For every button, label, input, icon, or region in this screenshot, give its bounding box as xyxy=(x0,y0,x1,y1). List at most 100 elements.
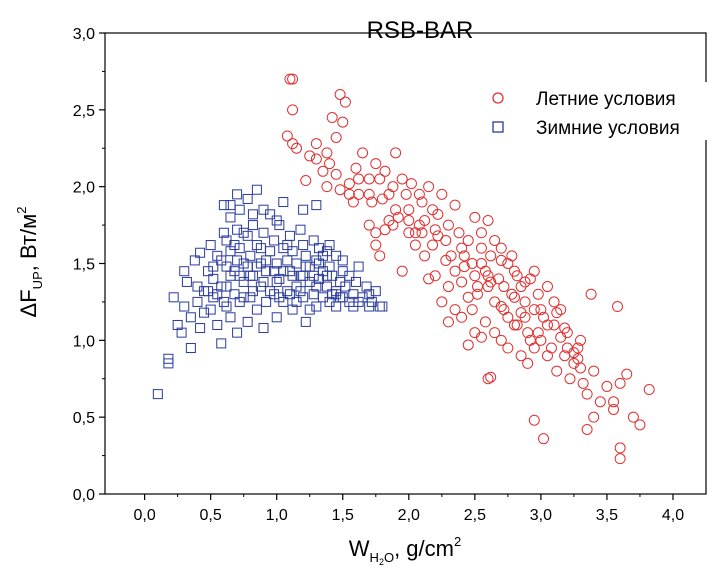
data-point xyxy=(519,311,531,323)
data-point xyxy=(331,289,342,300)
data-point xyxy=(311,200,322,211)
data-point xyxy=(511,270,523,282)
data-point xyxy=(502,342,514,354)
data-point xyxy=(308,270,319,281)
data-point xyxy=(363,219,375,231)
data-point xyxy=(218,200,229,211)
data-point xyxy=(489,234,501,246)
data-point xyxy=(535,334,547,346)
data-point xyxy=(208,273,219,284)
data-point xyxy=(489,327,501,339)
data-point xyxy=(482,214,494,226)
data-point xyxy=(350,162,362,174)
data-point xyxy=(442,316,454,328)
data-point xyxy=(238,276,249,287)
data-point xyxy=(548,296,560,308)
data-point xyxy=(577,377,589,389)
data-point xyxy=(298,240,309,251)
data-point xyxy=(594,396,606,408)
data-point xyxy=(456,242,468,254)
y-axis-title-sub: UP xyxy=(30,271,45,289)
data-point xyxy=(440,254,452,266)
data-point xyxy=(493,273,505,285)
data-point xyxy=(271,215,282,226)
data-point xyxy=(522,357,534,369)
data-point xyxy=(261,296,272,307)
data-point xyxy=(238,227,249,238)
data-point xyxy=(627,411,639,423)
axis-ticks: 0,0 0,5 1,0 1,5 2,0 2,5 3,0 3,5 4,0 0,0 0,5 1,0 1,5 2… xyxy=(73,26,684,524)
data-point xyxy=(614,442,626,454)
data-point xyxy=(555,331,567,343)
data-point xyxy=(216,338,227,349)
data-point xyxy=(179,266,190,277)
data-point xyxy=(326,112,338,124)
data-point xyxy=(449,304,461,316)
data-point xyxy=(343,188,355,200)
data-point xyxy=(291,296,302,307)
data-point xyxy=(350,276,361,287)
series-summer xyxy=(281,73,655,465)
data-point xyxy=(374,250,386,262)
data-point xyxy=(304,150,316,162)
data-point xyxy=(251,261,262,272)
data-point xyxy=(528,342,540,354)
data-point xyxy=(251,304,262,315)
data-point xyxy=(353,188,365,200)
data-point xyxy=(337,255,348,266)
data-point xyxy=(179,301,190,312)
data-point xyxy=(469,327,481,339)
data-point xyxy=(541,350,553,362)
legend: Летние условия Зимние условия xyxy=(474,82,714,140)
data-point xyxy=(429,224,441,236)
y-tick-label: 0,5 xyxy=(73,410,95,427)
data-point xyxy=(284,73,296,85)
data-point xyxy=(176,327,187,338)
data-point xyxy=(274,292,285,303)
data-point xyxy=(442,219,454,231)
data-point xyxy=(242,193,253,204)
data-point xyxy=(390,204,402,216)
data-point xyxy=(357,147,369,159)
data-point xyxy=(423,181,435,193)
data-point xyxy=(205,240,216,251)
data-point xyxy=(310,153,322,165)
data-point xyxy=(258,323,269,334)
data-point xyxy=(419,250,431,262)
data-point xyxy=(456,276,468,288)
data-point xyxy=(363,173,375,185)
legend-item-winter: Зимние условия xyxy=(492,118,680,139)
data-point xyxy=(251,184,262,195)
data-point xyxy=(327,270,338,281)
legend-item-summer: Летние условия xyxy=(492,89,676,110)
data-point xyxy=(528,414,540,426)
data-point xyxy=(612,301,624,313)
data-point xyxy=(287,73,299,85)
y-axis-title: ΔFUP, Вт/м2 xyxy=(14,207,45,318)
data-point xyxy=(298,204,309,215)
data-point xyxy=(409,239,421,251)
data-point xyxy=(532,288,544,300)
data-point xyxy=(304,261,315,272)
data-point xyxy=(271,276,282,287)
data-point xyxy=(462,291,474,303)
data-point xyxy=(364,301,375,312)
data-point xyxy=(564,373,576,385)
y-tick-label: 0,0 xyxy=(73,487,95,504)
data-point xyxy=(313,258,324,269)
y-axis-title-sup: 2 xyxy=(14,207,29,214)
data-point xyxy=(208,261,219,272)
data-point xyxy=(427,239,439,251)
data-point xyxy=(278,197,289,208)
legend-box xyxy=(474,82,714,140)
x-axis-title-sub: H xyxy=(370,550,379,565)
data-point xyxy=(449,199,461,211)
data-point xyxy=(561,342,573,354)
data-point xyxy=(364,289,375,300)
data-point xyxy=(225,246,236,257)
y-tick-label: 2,5 xyxy=(73,103,95,120)
data-point xyxy=(551,307,563,319)
data-point xyxy=(291,142,303,154)
data-point xyxy=(614,377,626,389)
data-point xyxy=(317,250,328,261)
